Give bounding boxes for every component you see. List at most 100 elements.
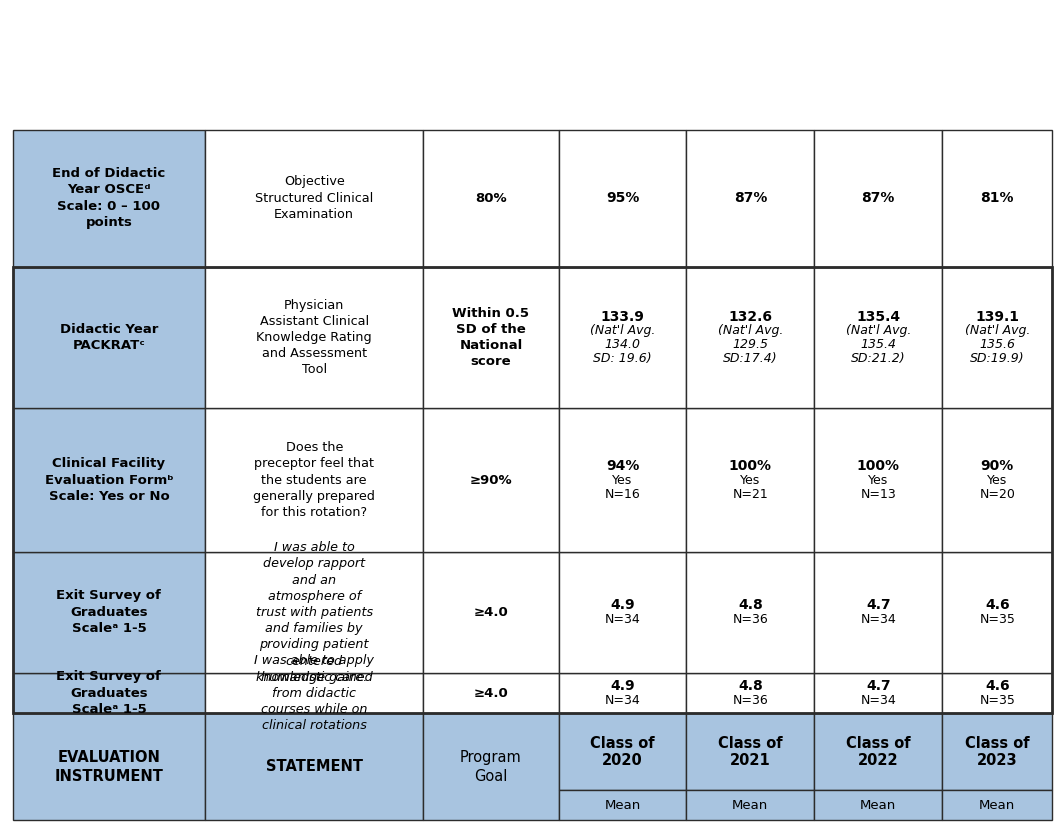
Bar [814,408,942,552]
Text: 134.0: 134.0 [605,338,641,351]
Text: 87%: 87% [861,191,895,205]
Bar [942,408,1052,552]
Text: (Nat'l Avg.: (Nat'l Avg. [964,324,1030,337]
Bar [558,408,687,552]
Text: N=34: N=34 [605,694,640,707]
Bar [558,790,687,820]
Bar [814,129,942,266]
Text: Mean: Mean [860,798,896,812]
Text: I was able to
develop rapport
and an
atmosphere of
trust with patients
and famil: I was able to develop rapport and an atm… [256,541,373,684]
Text: 4.9: 4.9 [610,598,635,613]
Text: Yes: Yes [988,474,1008,486]
Text: N=36: N=36 [732,694,769,707]
Text: 4.7: 4.7 [866,598,891,613]
Bar [423,552,558,673]
Text: STATEMENT: STATEMENT [266,759,362,774]
Text: N=35: N=35 [979,694,1015,707]
Text: 135.6: 135.6 [979,338,1015,351]
Bar [687,714,814,790]
Text: 87%: 87% [733,191,767,205]
Bar [814,552,942,673]
Text: N=35: N=35 [979,613,1015,626]
Bar [423,408,558,552]
Text: Didactic Year
PACKRATᶜ: Didactic Year PACKRATᶜ [60,323,158,352]
Text: 129.5: 129.5 [732,338,769,351]
Text: Yes: Yes [868,474,889,486]
Bar [942,552,1052,673]
Text: 81%: 81% [980,191,1014,205]
Bar [942,129,1052,266]
Text: Physician
Assistant Clinical
Knowledge Rating
and Assessment
Tool: Physician Assistant Clinical Knowledge R… [256,299,372,376]
Bar [687,673,814,714]
Bar [423,714,558,820]
Bar [814,673,942,714]
Text: Objective
Structured Clinical
Examination: Objective Structured Clinical Examinatio… [255,175,373,221]
Text: 4.7: 4.7 [866,679,891,693]
Text: 100%: 100% [729,459,772,473]
Text: 4.6: 4.6 [985,679,1010,693]
Text: Within 0.5
SD of the
National
score: Within 0.5 SD of the National score [453,307,529,369]
Text: EVALUATION
INSTRUMENT: EVALUATION INSTRUMENT [54,750,164,784]
Bar [942,790,1052,820]
Text: 90%: 90% [981,459,1014,473]
Text: Does the
preceptor feel that
the students are
generally prepared
for this rotati: Does the preceptor feel that the student… [253,441,375,519]
Bar [814,266,942,408]
Text: End of Didactic
Year OSCEᵈ
Scale: 0 – 100
points: End of Didactic Year OSCEᵈ Scale: 0 – 10… [52,167,166,229]
Bar [13,408,205,552]
Bar [13,129,205,266]
Text: 100%: 100% [857,459,899,473]
Bar [558,129,687,266]
Text: N=34: N=34 [860,694,896,707]
Text: Mean: Mean [605,798,641,812]
Text: 4.8: 4.8 [738,679,763,693]
Text: Mean: Mean [732,798,769,812]
Bar [942,673,1052,714]
Text: 95%: 95% [606,191,639,205]
Text: 135.4: 135.4 [860,338,896,351]
Bar [423,129,558,266]
Bar [687,266,814,408]
Bar [942,266,1052,408]
Text: I was able to apply
knowledge gained
from didactic
courses while on
clinical rot: I was able to apply knowledge gained fro… [254,654,374,732]
Text: (Nat'l Avg.: (Nat'l Avg. [590,324,655,337]
Text: 4.9: 4.9 [610,679,635,693]
Text: Yes: Yes [612,474,632,486]
Text: Class of
2021: Class of 2021 [718,735,782,768]
Text: N=21: N=21 [732,487,769,500]
Bar [687,129,814,266]
Bar [423,266,558,408]
Text: SD:17.4): SD:17.4) [723,352,778,365]
Bar [205,408,423,552]
Text: 94%: 94% [606,459,639,473]
Bar [558,714,687,790]
Text: SD:21.2): SD:21.2) [850,352,906,365]
Text: 4.6: 4.6 [985,598,1010,613]
Text: 80%: 80% [475,192,507,205]
Bar [13,266,205,408]
Bar [687,790,814,820]
Bar [687,408,814,552]
Text: Program
Goal: Program Goal [460,750,522,784]
Bar [205,552,423,673]
Bar [558,266,687,408]
Text: ≥4.0: ≥4.0 [474,686,508,700]
Text: 139.1: 139.1 [975,310,1019,324]
Bar [814,714,942,790]
Text: N=34: N=34 [860,613,896,626]
Text: ≥90%: ≥90% [470,474,512,486]
Text: SD: 19.6): SD: 19.6) [593,352,652,365]
Text: (Nat'l Avg.: (Nat'l Avg. [718,324,783,337]
Text: 132.6: 132.6 [728,310,773,324]
Text: 133.9: 133.9 [601,310,644,324]
Text: 135.4: 135.4 [856,310,900,324]
Text: SD:19.9): SD:19.9) [969,352,1025,365]
Text: N=13: N=13 [860,487,896,500]
Text: Class of
2020: Class of 2020 [590,735,655,768]
Text: Class of
2022: Class of 2022 [846,735,911,768]
Text: Exit Survey of
Graduates
Scaleᵃ 1-5: Exit Survey of Graduates Scaleᵃ 1-5 [56,671,162,716]
Bar [423,673,558,714]
Text: Yes: Yes [740,474,760,486]
Bar [13,552,205,673]
Text: (Nat'l Avg.: (Nat'l Avg. [845,324,911,337]
Bar [558,673,687,714]
